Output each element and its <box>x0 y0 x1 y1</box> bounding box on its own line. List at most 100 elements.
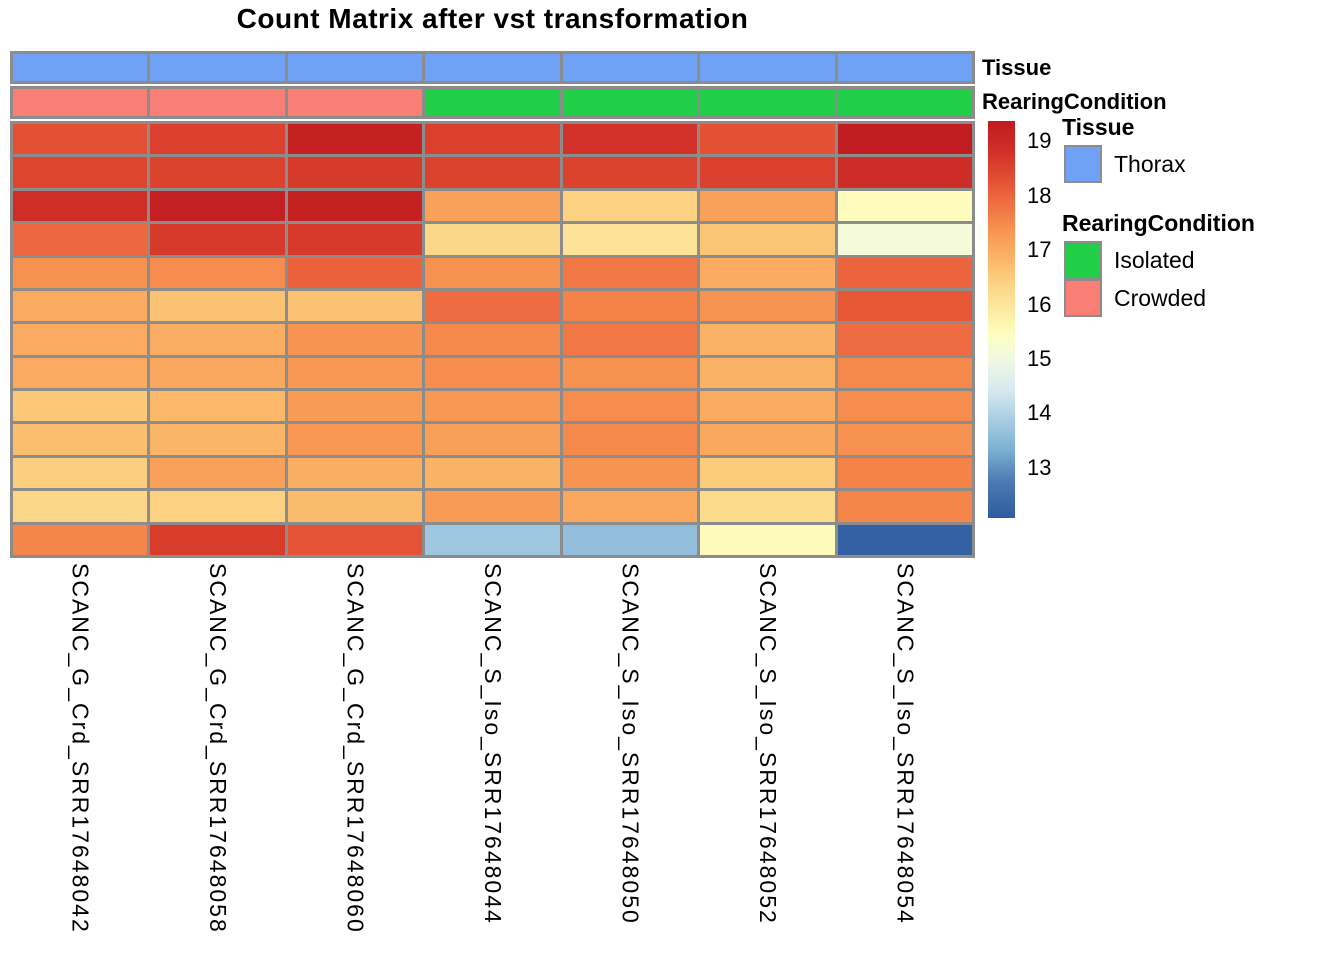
legend-rearingcondition-title: RearingCondition <box>1062 210 1255 236</box>
heatmap-cell <box>837 157 972 188</box>
rearing-annotation-bar <box>10 86 975 119</box>
heatmap-cell <box>150 257 285 288</box>
heatmap-cell <box>287 424 423 455</box>
heatmap-cell <box>150 391 285 422</box>
heatmap-cell <box>562 491 698 522</box>
heatmap-cell <box>287 257 423 288</box>
rearing-annotation-cell <box>150 89 285 116</box>
rearing-annotation-cell <box>13 89 148 116</box>
thorax-color-swatch <box>1064 145 1102 183</box>
heatmap-cell <box>150 524 285 555</box>
heatmap-cell <box>287 224 423 255</box>
heatmap-cell <box>287 190 423 222</box>
rearing-annotation-cell <box>425 89 560 116</box>
heatmap-cell <box>13 224 148 255</box>
heatmap-cell <box>425 524 560 555</box>
heatmap-cell <box>13 457 148 489</box>
heatmap-cell <box>425 391 560 422</box>
heatmap-cell <box>425 424 560 455</box>
tissue-annotation-cell <box>425 54 560 81</box>
tissue-annotation-cell <box>13 54 148 81</box>
heatmap-cell <box>700 257 835 288</box>
heatmap-cell <box>150 124 285 155</box>
tissue-annotation-cell <box>150 54 285 81</box>
heatmap-cell <box>13 524 148 555</box>
column-label: SCANC_G_Crd_SRR17648060 <box>342 563 369 934</box>
heatmap-cell <box>150 457 285 489</box>
heatmap-cell <box>562 224 698 255</box>
heatmap-cell <box>700 491 835 522</box>
heatmap-cell <box>150 357 285 389</box>
tissue-annotation-label: Tissue <box>982 55 1052 80</box>
heatmap-cell <box>700 391 835 422</box>
heatmap-cell <box>837 190 972 222</box>
heatmap-cell <box>287 357 423 389</box>
colorbar-tick-label: 15 <box>1027 345 1052 371</box>
thorax-label: Thorax <box>1114 150 1186 177</box>
heatmap-cell <box>425 357 560 389</box>
heatmap-cell <box>425 124 560 155</box>
heatmap-cell <box>837 491 972 522</box>
heatmap-grid <box>10 121 975 558</box>
heatmap-cell <box>837 424 972 455</box>
heatmap-cell <box>150 290 285 322</box>
heatmap-cell <box>837 457 972 489</box>
heatmap-cell <box>837 324 972 355</box>
heatmap-cell <box>287 524 423 555</box>
heatmap-cell <box>13 290 148 322</box>
column-label: SCANC_S_Iso_SRR17648050 <box>617 563 644 925</box>
heatmap-cell <box>150 324 285 355</box>
heatmap-cell <box>287 124 423 155</box>
tissue-annotation-cell <box>700 54 835 81</box>
heatmap-cell <box>287 491 423 522</box>
heatmap-cell <box>13 157 148 188</box>
heatmap-cell <box>287 391 423 422</box>
column-label: SCANC_G_Crd_SRR17648042 <box>67 563 94 934</box>
legend-item-thorax: Thorax <box>1064 145 1186 183</box>
heatmap-cell <box>425 257 560 288</box>
heatmap-cell <box>13 257 148 288</box>
heatmap-cell <box>700 290 835 322</box>
heatmap-cell <box>837 124 972 155</box>
heatmap-cell <box>700 457 835 489</box>
heatmap-cell <box>700 524 835 555</box>
heatmap-cell <box>562 190 698 222</box>
heatmap-cell <box>287 324 423 355</box>
heatmap-cell <box>425 290 560 322</box>
legend-item-isolated: Isolated <box>1064 241 1195 279</box>
tissue-annotation-cell <box>287 54 423 81</box>
heatmap-cell <box>287 290 423 322</box>
heatmap-cell <box>700 190 835 222</box>
heatmap-cell <box>562 124 698 155</box>
rearing-annotation-cell <box>287 89 423 116</box>
heatmap-cell <box>562 524 698 555</box>
heatmap-cell <box>425 190 560 222</box>
column-label: SCANC_G_Crd_SRR17648058 <box>205 563 232 934</box>
rearing-annotation-cell <box>837 89 972 116</box>
rearing-annotation-label: RearingCondition <box>982 89 1167 114</box>
heatmap-cell <box>837 357 972 389</box>
heatmap-cell <box>562 391 698 422</box>
heatmap-cell <box>700 324 835 355</box>
isolated-color-swatch <box>1064 241 1102 279</box>
heatmap-cell <box>700 124 835 155</box>
heatmap-cell <box>13 357 148 389</box>
heatmap-cell <box>425 491 560 522</box>
colorbar-tick-label: 13 <box>1027 454 1052 480</box>
heatmap-cell <box>425 457 560 489</box>
colorbar-tick-label: 18 <box>1027 182 1052 208</box>
heatmap-cell <box>13 491 148 522</box>
colorbar-tick-label: 17 <box>1027 237 1052 263</box>
heatmap-cell <box>837 224 972 255</box>
heatmap-cell <box>150 157 285 188</box>
heatmap-cell <box>562 357 698 389</box>
column-label: SCANC_S_Iso_SRR17648052 <box>754 563 781 925</box>
rearing-annotation-cell <box>700 89 835 116</box>
colorbar-tick-label: 14 <box>1027 400 1052 426</box>
heatmap-cell <box>13 190 148 222</box>
heatmap-cell <box>287 457 423 489</box>
heatmap-cell <box>562 457 698 489</box>
column-label: SCANC_S_Iso_SRR17648054 <box>892 563 919 925</box>
tissue-annotation-cell <box>837 54 972 81</box>
